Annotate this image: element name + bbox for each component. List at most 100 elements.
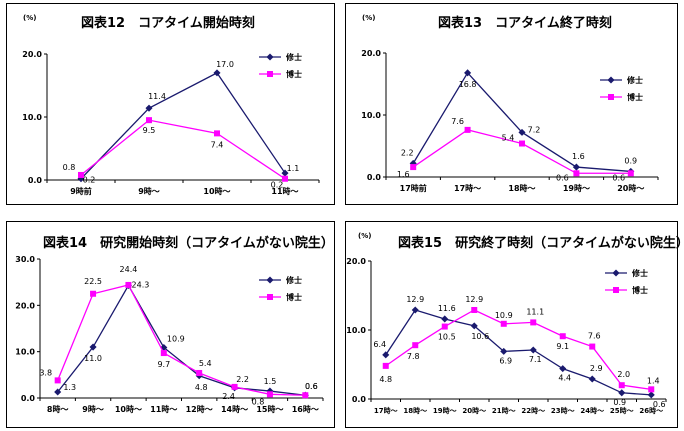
data-label: 16.8	[459, 80, 477, 89]
data-point	[382, 351, 390, 359]
legend-marker	[607, 76, 615, 84]
data-point	[266, 391, 273, 398]
data-label: 1.5	[264, 377, 277, 386]
data-point	[78, 171, 84, 178]
data-label: 10.9	[495, 311, 513, 320]
data-point	[464, 126, 471, 133]
data-point	[231, 383, 238, 390]
data-label: 7.4	[211, 140, 224, 149]
x-tick-label: 18時～	[403, 406, 427, 415]
data-point	[146, 117, 152, 124]
data-label: 24.4	[120, 265, 138, 274]
data-label: 10.6	[471, 332, 489, 341]
data-point	[618, 382, 625, 389]
x-tick-label: 15時～	[256, 404, 283, 414]
legend-marker	[613, 287, 619, 293]
data-label: 2.2	[236, 375, 249, 384]
data-point	[500, 347, 508, 355]
data-point	[471, 306, 478, 313]
data-label: 2.0	[617, 370, 630, 379]
data-label: 11.4	[148, 92, 166, 101]
x-tick-label: 20時～	[617, 183, 644, 193]
y-tick-label: 0.0	[21, 394, 36, 403]
unit-label: (%)	[362, 14, 376, 22]
data-label: 22.5	[84, 277, 102, 286]
data-point	[464, 69, 472, 77]
data-label: 9.5	[143, 126, 156, 135]
data-point	[647, 391, 655, 399]
x-tick-label: 8時～	[47, 404, 69, 414]
y-tick-label: 0.0	[367, 173, 382, 182]
legend-marker	[266, 53, 274, 61]
data-label: 1.1	[287, 164, 300, 173]
data-label: 17.0	[216, 60, 234, 69]
data-label: 1.6	[572, 152, 585, 161]
data-label: 12.9	[465, 295, 483, 304]
data-point	[214, 130, 220, 137]
data-point	[588, 375, 596, 383]
data-label: 11.1	[526, 307, 544, 316]
chart-panel-15: (%) 図表15 研究終了時刻（コアタイムがない院生） 0.0 10.0 20.0 1…	[345, 221, 684, 428]
x-tick-label: 17時～	[374, 406, 398, 415]
chart-title: 図表15 研究終了時刻（コアタイムがない院生）	[398, 236, 684, 251]
x-tick-label: 21時～	[492, 406, 516, 415]
data-label: 4.4	[558, 374, 571, 383]
y-tick-label: 20.0	[346, 257, 366, 266]
series-line-修士	[385, 309, 652, 396]
data-point	[518, 128, 526, 136]
chart-plot: 0.0 10.0 20.0 30.0 8時～ 9時～ 10時～ 11時～ 12時～ 14時～ 15時…	[15, 255, 324, 414]
x-tick-label: 10時～	[203, 186, 230, 196]
y-tick-label: 20.0	[15, 301, 35, 310]
data-label: 0.9	[624, 156, 637, 165]
legend-label: 修士	[285, 275, 302, 285]
chart-panel-12: (%) 図表12 コアタイム開始時刻 0.0 10.0 20.0 9時前 9時～ 10時～…	[6, 3, 335, 205]
data-label: 0.6	[305, 382, 318, 391]
data-label: 5.4	[199, 359, 212, 368]
data-label: 3.8	[39, 368, 52, 377]
chart-plot: 0.0 10.0 20.0 17時～ 18時～ 19時～ 20時～ 21時～ 22時～ 23時～ 2…	[346, 257, 667, 415]
x-tick-label: 17時前	[400, 183, 427, 193]
data-point	[627, 170, 634, 177]
y-tick-label: 10.0	[22, 113, 42, 122]
data-label: 0.8	[252, 397, 265, 406]
chart-panel-14: 図表14 研究開始時刻（コアタイムがない院生） 0.0 10.0 20.0 30.0 8…	[6, 221, 335, 428]
data-point	[519, 140, 525, 147]
x-tick-label: 12時～	[186, 404, 213, 414]
data-label: 9.1	[556, 342, 569, 351]
series-line-博士	[385, 309, 652, 390]
data-point	[213, 69, 221, 77]
data-point	[281, 169, 289, 177]
legend-label: 修士	[631, 268, 648, 278]
data-label: 10.5	[438, 333, 456, 342]
x-tick-label: 19時～	[563, 183, 590, 193]
unit-label: (%)	[23, 14, 37, 22]
y-tick-label: 10.0	[346, 326, 366, 335]
y-tick-label: 20.0	[22, 50, 42, 59]
chart-plot: 0.0 10.0 20.0 17時前 17時～ 18時～ 19時～ 20時～ 2.2 16.8 7.…	[361, 49, 659, 193]
data-point	[302, 392, 309, 399]
data-label: 9.7	[157, 360, 170, 369]
x-tick-label: 9時前	[70, 186, 92, 196]
data-label: 6.9	[499, 356, 512, 365]
data-label: 11.0	[84, 354, 102, 363]
data-point	[412, 342, 419, 349]
data-point	[89, 343, 97, 351]
data-point	[411, 306, 419, 314]
legend-marker	[267, 71, 273, 77]
y-tick-label: 30.0	[15, 255, 35, 264]
data-point	[500, 320, 507, 327]
data-label: 0.8	[63, 163, 76, 172]
legend-label: 修士	[285, 52, 302, 62]
data-point	[441, 315, 449, 323]
data-label: 7.6	[451, 117, 464, 126]
legend-marker	[266, 276, 274, 284]
data-label: 0.2	[271, 181, 284, 190]
y-tick-label: 10.0	[361, 111, 381, 120]
y-tick-label: 0.0	[28, 176, 43, 185]
series-line-修士	[80, 72, 286, 180]
data-label: 0.2	[83, 176, 96, 185]
legend-label: 博士	[286, 69, 302, 79]
x-tick-label: 25時～	[610, 406, 634, 415]
data-label: 11.6	[438, 304, 456, 313]
